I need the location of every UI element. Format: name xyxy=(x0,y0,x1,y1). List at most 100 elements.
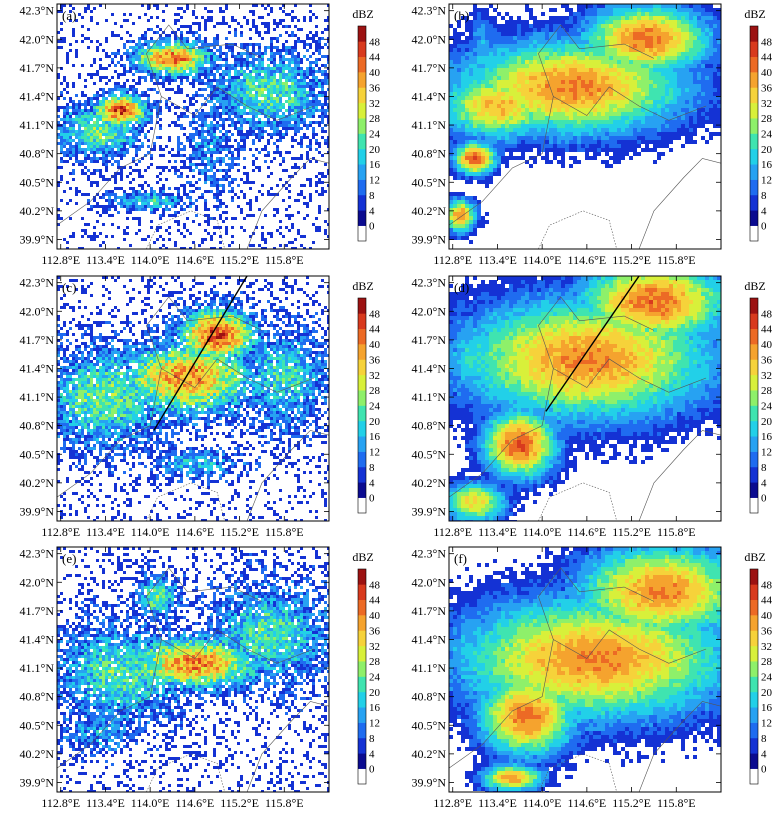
reflectivity-pixel xyxy=(99,76,102,79)
reflectivity-pixel xyxy=(261,136,264,139)
reflectivity-pixel xyxy=(300,88,303,91)
reflectivity-pixel xyxy=(493,104,497,108)
reflectivity-pixel xyxy=(312,37,315,40)
reflectivity-pixel xyxy=(255,115,258,118)
reflectivity-pixel xyxy=(132,46,135,49)
reflectivity-pixel xyxy=(132,52,135,55)
reflectivity-pixel xyxy=(243,118,246,121)
reflectivity-pixel xyxy=(303,16,306,19)
reflectivity-pixel xyxy=(585,76,589,80)
reflectivity-pixel xyxy=(525,56,529,60)
reflectivity-pixel xyxy=(213,148,216,151)
reflectivity-pixel xyxy=(545,140,549,144)
reflectivity-pixel xyxy=(565,144,569,148)
reflectivity-pixel xyxy=(453,232,457,236)
reflectivity-pixel xyxy=(569,76,573,80)
reflectivity-pixel xyxy=(177,148,180,151)
reflectivity-pixel xyxy=(485,64,489,68)
reflectivity-pixel xyxy=(177,118,180,121)
reflectivity-pixel xyxy=(517,112,521,116)
reflectivity-pixel xyxy=(165,79,168,82)
reflectivity-pixel xyxy=(222,19,225,22)
reflectivity-pixel xyxy=(78,13,81,16)
reflectivity-pixel xyxy=(63,40,66,43)
reflectivity-pixel xyxy=(75,118,78,121)
reflectivity-pixel xyxy=(473,164,477,168)
reflectivity-pixel xyxy=(557,20,561,24)
reflectivity-pixel xyxy=(192,31,195,34)
reflectivity-pixel xyxy=(198,151,201,154)
reflectivity-pixel xyxy=(270,88,273,91)
colorbar-tick-label: 4 xyxy=(369,205,375,217)
reflectivity-pixel xyxy=(189,199,192,202)
reflectivity-pixel xyxy=(99,112,102,115)
reflectivity-pixel xyxy=(87,100,90,103)
reflectivity-pixel xyxy=(189,196,192,199)
reflectivity-pixel xyxy=(201,130,204,133)
reflectivity-pixel xyxy=(171,76,174,79)
reflectivity-pixel xyxy=(243,106,246,109)
reflectivity-pixel xyxy=(537,52,541,56)
reflectivity-pixel xyxy=(195,109,198,112)
reflectivity-pixel xyxy=(489,40,493,44)
reflectivity-pixel xyxy=(108,136,111,139)
reflectivity-pixel xyxy=(493,68,497,72)
reflectivity-pixel xyxy=(589,76,593,80)
reflectivity-pixel xyxy=(114,82,117,85)
reflectivity-pixel xyxy=(288,115,291,118)
reflectivity-pixel xyxy=(449,200,453,204)
reflectivity-pixel xyxy=(497,168,501,172)
reflectivity-pixel xyxy=(577,116,581,120)
reflectivity-pixel xyxy=(243,145,246,148)
reflectivity-pixel xyxy=(123,64,126,67)
reflectivity-pixel xyxy=(505,164,509,168)
reflectivity-pixel xyxy=(228,109,231,112)
reflectivity-pixel xyxy=(285,244,288,247)
reflectivity-pixel xyxy=(213,136,216,139)
reflectivity-pixel xyxy=(141,4,144,7)
reflectivity-pixel xyxy=(264,148,267,151)
reflectivity-pixel xyxy=(581,120,585,124)
reflectivity-pixel xyxy=(126,91,129,94)
reflectivity-pixel xyxy=(276,49,279,52)
reflectivity-pixel xyxy=(213,205,216,208)
reflectivity-pixel xyxy=(78,127,81,130)
reflectivity-pixel xyxy=(240,208,243,211)
reflectivity-pixel xyxy=(213,85,216,88)
reflectivity-pixel xyxy=(285,121,288,124)
reflectivity-pixel xyxy=(565,92,569,96)
reflectivity-pixel xyxy=(156,64,159,67)
reflectivity-pixel xyxy=(174,211,177,214)
reflectivity-pixel xyxy=(300,85,303,88)
reflectivity-pixel xyxy=(168,46,171,49)
reflectivity-pixel xyxy=(75,187,78,190)
reflectivity-pixel xyxy=(186,139,189,142)
reflectivity-pixel xyxy=(105,139,108,142)
reflectivity-pixel xyxy=(557,112,561,116)
reflectivity-pixel xyxy=(216,193,219,196)
reflectivity-pixel xyxy=(186,37,189,40)
reflectivity-pixel xyxy=(126,31,129,34)
reflectivity-pixel xyxy=(171,193,174,196)
reflectivity-pixel xyxy=(505,128,509,132)
reflectivity-pixel xyxy=(156,229,159,232)
reflectivity-pixel xyxy=(138,16,141,19)
reflectivity-pixel xyxy=(545,68,549,72)
reflectivity-pixel xyxy=(285,85,288,88)
reflectivity-pixel xyxy=(108,190,111,193)
reflectivity-pixel xyxy=(102,163,105,166)
reflectivity-pixel xyxy=(258,151,261,154)
reflectivity-pixel xyxy=(585,20,589,24)
reflectivity-pixel xyxy=(192,82,195,85)
reflectivity-pixel xyxy=(573,104,577,108)
reflectivity-pixel xyxy=(216,94,219,97)
reflectivity-pixel xyxy=(84,130,87,133)
reflectivity-pixel xyxy=(545,72,549,76)
reflectivity-pixel xyxy=(276,103,279,106)
reflectivity-pixel xyxy=(138,199,141,202)
reflectivity-pixel xyxy=(102,241,105,244)
reflectivity-pixel xyxy=(186,43,189,46)
reflectivity-pixel xyxy=(138,217,141,220)
reflectivity-pixel xyxy=(177,46,180,49)
reflectivity-pixel xyxy=(225,109,228,112)
